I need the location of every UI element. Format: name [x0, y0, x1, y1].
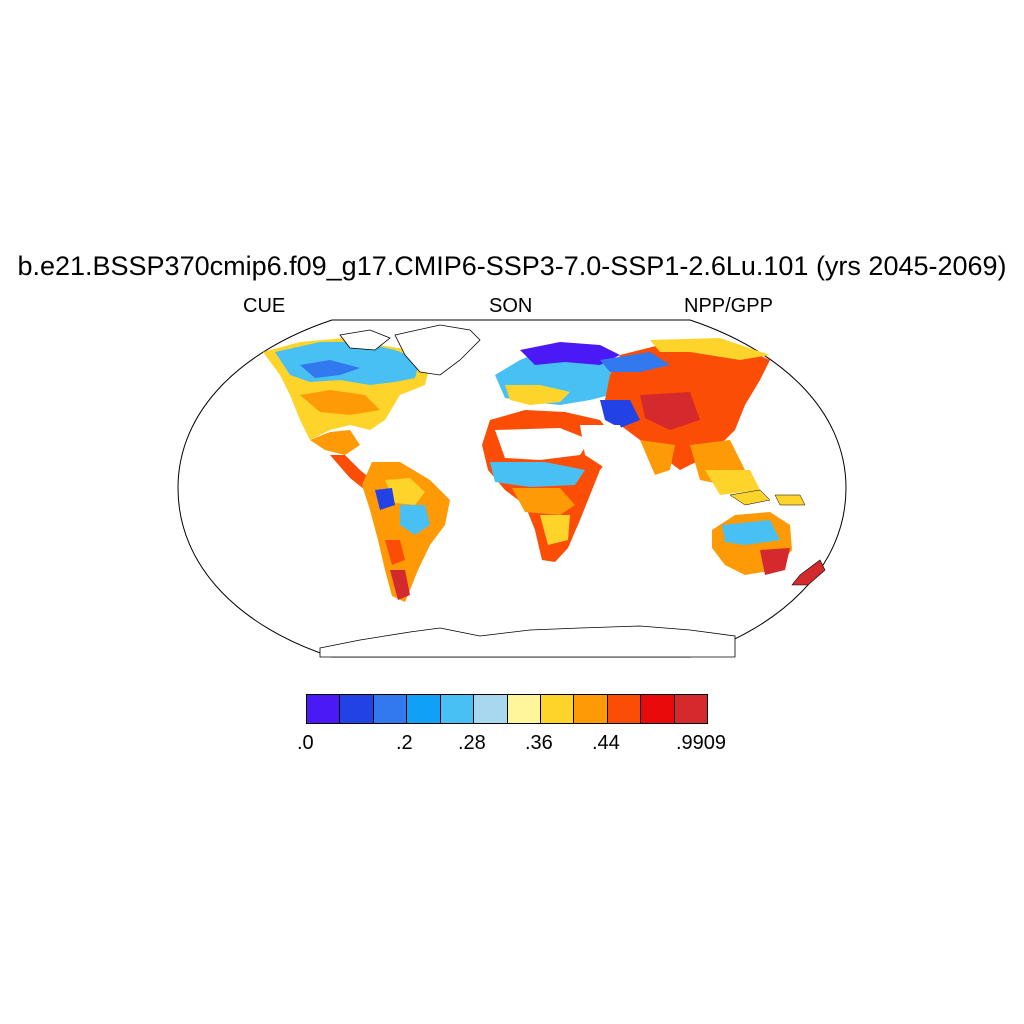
right-units-label: NPP/GPP: [684, 295, 773, 317]
greenland-region: [339, 324, 481, 376]
colorbar-label: .2: [396, 732, 413, 754]
colorbar-label: .44: [592, 732, 620, 754]
colorbar-box: [340, 695, 374, 723]
south-asia-region: [580, 425, 675, 475]
colorbar-box: [407, 695, 441, 723]
north-america-region: [263, 338, 430, 490]
south-america-region: [362, 462, 450, 602]
colorbar-box: [540, 695, 575, 723]
new-zealand-region: [791, 559, 826, 586]
europe-region: [495, 342, 620, 405]
australia-region: [712, 512, 792, 575]
colorbar-box: [674, 695, 708, 723]
antarctica-coastline: [319, 625, 736, 658]
colorbar-box: [307, 695, 341, 723]
colorbar-box: [373, 695, 408, 723]
colorbar-box: [641, 695, 675, 723]
season-label: SON: [489, 295, 533, 317]
colorbar-box: [574, 695, 608, 723]
colorbar: [306, 694, 708, 724]
left-variable-label: CUE: [243, 295, 286, 317]
colorbar-label: .36: [525, 732, 553, 754]
colorbar-box: [607, 695, 642, 723]
colorbar-box: [507, 695, 541, 723]
colorbar-box: [474, 695, 508, 723]
colorbar-label: .0: [297, 732, 314, 754]
asia-region: [600, 338, 770, 495]
colorbar-label: .9909: [676, 732, 727, 754]
colorbar-box: [440, 695, 475, 723]
plot-title: b.e21.BSSP370cmip6.f09_g17.CMIP6-SSP3-7.…: [17, 251, 1007, 281]
colorbar-label: .28: [458, 732, 486, 754]
indonesia-region: [729, 489, 806, 506]
